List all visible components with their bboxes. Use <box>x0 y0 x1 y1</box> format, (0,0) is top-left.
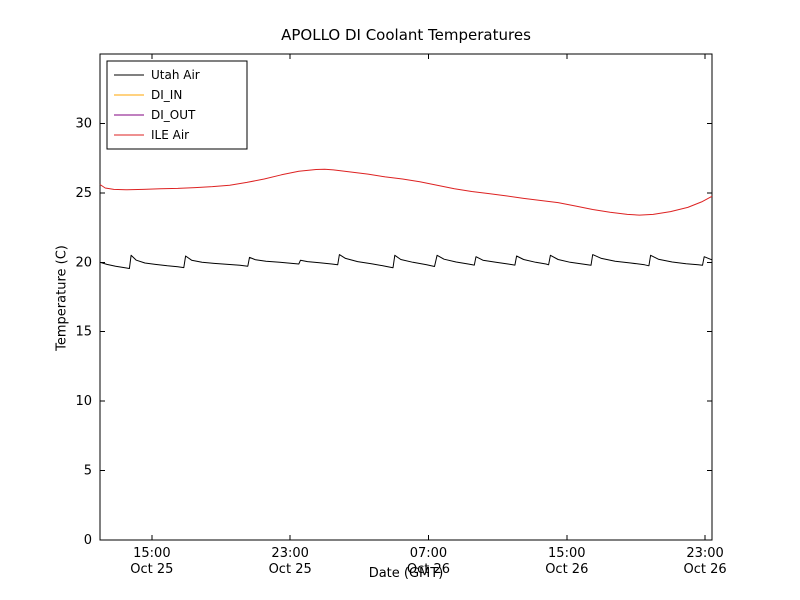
series-line-ile-air <box>99 168 713 216</box>
y-tick-label: 20 <box>75 255 92 270</box>
x-tick-label-date: Oct 26 <box>684 562 727 577</box>
y-tick-label: 0 <box>84 533 92 548</box>
x-tick-label-time: 15:00 <box>133 546 170 561</box>
x-axis-label: Date (GMT) <box>368 566 444 581</box>
y-tick-label: 10 <box>75 394 92 409</box>
x-tick-label-time: 15:00 <box>548 546 585 561</box>
x-tick-label-date: Oct 25 <box>269 562 312 577</box>
y-tick-label: 25 <box>75 186 92 201</box>
y-tick-label: 30 <box>75 116 92 131</box>
legend-box <box>106 60 248 150</box>
axes-frame <box>99 53 713 541</box>
legend-label-di-in: DI_IN <box>151 88 182 102</box>
chart-title: APOLLO DI Coolant Temperatures <box>281 26 531 44</box>
x-tick-label-time: 23:00 <box>271 546 308 561</box>
y-tick-label: 5 <box>84 464 92 479</box>
legend-label-ile-air: ILE Air <box>151 128 189 142</box>
x-tick-label-time: 07:00 <box>410 546 447 561</box>
legend-label-utah-air: Utah Air <box>151 68 200 82</box>
x-tick-label-time: 23:00 <box>686 546 723 561</box>
x-tick-label-date: Oct 26 <box>545 562 588 577</box>
x-tick-label-date: Oct 26 <box>407 562 450 577</box>
y-tick-label: 15 <box>75 325 92 340</box>
legend-label-di-out: DI_OUT <box>151 108 196 122</box>
series-line-utah-air <box>99 254 713 269</box>
x-tick-label-date: Oct 25 <box>130 562 173 577</box>
